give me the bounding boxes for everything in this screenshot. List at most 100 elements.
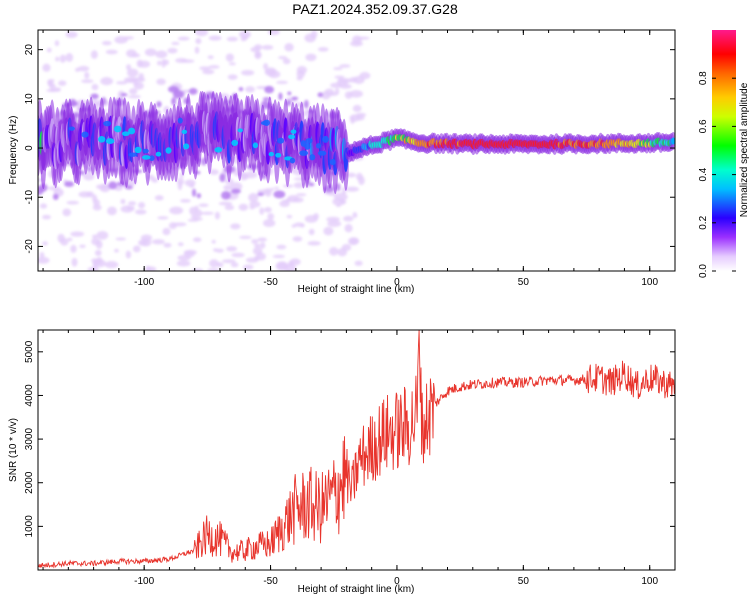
heatmap-noise-blob [77,65,90,72]
heatmap-noise-blob [226,36,239,42]
ridge-hotspot [315,143,322,149]
heatmap-noise-blob [155,50,168,59]
heatmap-noise-blob [126,64,132,71]
heatmap-noise-blob [127,201,137,206]
heatmap-noise-blob [225,53,234,62]
heatmap-noise-blob [92,259,106,268]
ridge-hotspot [105,138,115,145]
heatmap-noise-blob [260,188,271,195]
ridge-hotspot [231,139,239,146]
ridge-hotspot [322,135,329,143]
ridge-hotspot [300,140,307,147]
heatmap-noise-blob [230,188,241,194]
top-x-axis-label: Height of straight line (km) [298,284,415,295]
heatmap-noise-blob [240,37,247,42]
heatmap-noise-blob [278,56,288,60]
heatmap-blobs [38,30,675,271]
ridge-hotspot [309,154,316,161]
heatmap-noise-blob [47,186,61,191]
top-x-tick-label: -100 [134,277,154,288]
heatmap-noise-blob [167,47,178,54]
top-x-tick-label: 100 [641,277,658,288]
heatmap-noise-blob [195,37,202,45]
heatmap-noise-blob [251,239,259,244]
heatmap-noise-blob [81,79,94,84]
heatmap-noise-blob [177,242,184,247]
heatmap-noise-blob [180,59,195,63]
heatmap-noise-blob [345,186,359,192]
heatmap-noise-blob [138,73,145,81]
bottom-y-tick-label: 4000 [24,384,35,407]
heatmap-noise-blob [138,201,146,209]
heatmap-noise-blob [145,265,151,271]
heatmap-noise-blob [55,56,60,62]
heatmap-noise-blob [65,31,78,38]
heatmap-noise-blob [125,250,132,259]
bottom-y-tick-label: 1000 [24,515,35,538]
heatmap-noise-blob [215,248,224,253]
colorbar-tick-label: 0.2 [698,215,709,229]
bottom-plot-frame [37,329,676,571]
heatmap-noise-blob [252,246,263,256]
ridge-hotspot [183,143,190,150]
heatmap-noise-blob [249,200,261,208]
heatmap-noise-blob [156,78,166,85]
ridge-hotspot [268,151,275,157]
top-y-tick-label: 20 [24,44,35,56]
heatmap-noise-blob [343,79,348,87]
ridge-hotspot [277,137,285,144]
heatmap-noise-blob [200,211,214,215]
heatmap-noise-blob [274,186,280,190]
ridge-hotspot [261,121,269,126]
heatmap-noise-blob [276,80,288,85]
heatmap-noise-blob [259,242,266,249]
top-y-tick-label: 0 [24,145,35,151]
heatmap-noise-blob [349,90,363,98]
heatmap-noise-blob [218,201,233,206]
heatmap-noise-blob [293,182,305,189]
heatmap-noise-blob [120,93,128,97]
heatmap-noise-blob [208,35,222,41]
heatmap-noise-blob [250,46,261,53]
heatmap-noise-blob [140,234,153,242]
heatmap-noise-blob [157,216,169,220]
heatmap-noise-blob [211,239,216,244]
heatmap-noise-blob [207,55,214,60]
ridge-hotspot [121,131,130,137]
heatmap-noise-blob [327,220,342,227]
heatmap-noise-blob [346,172,356,178]
heatmap-noise-blob [78,191,92,198]
bottom-y-tick-label: 3000 [24,428,35,451]
heatmap-noise-blob [156,101,162,108]
heatmap-noise-blob [169,206,184,215]
heatmap-noise-blob [196,193,202,199]
heatmap-noise-blob [107,206,117,216]
heatmap-noise-blob [284,43,294,52]
heatmap-noise-blob [65,53,74,62]
ridge-hotspot [113,125,122,133]
heatmap-noise-blob [304,33,316,43]
ridge-hotspot [81,131,89,138]
heatmap-noise-blob [253,243,261,248]
heatmap-noise-blob [39,203,48,209]
ridge-core [671,137,675,145]
heatmap-noise-blob [289,258,301,266]
bottom-x-tick-label: 100 [641,576,658,587]
heatmap-noise-blob [291,224,296,228]
heatmap-noise-blob [183,250,195,258]
heatmap-noise-blob [55,87,62,92]
ridge-hotspot [128,152,138,157]
heatmap-noise-blob [126,79,138,83]
heatmap-noise-blob [333,192,348,201]
heatmap-noise-blob [46,47,52,53]
heatmap-noise-blob [128,88,138,95]
heatmap-noise-blob [42,63,51,72]
heatmap-noise-blob [191,188,197,197]
ridge-hotspot [165,147,172,154]
heatmap-noise-blob [163,242,172,248]
heatmap-noise-blob [296,66,308,75]
heatmap-noise-blob [127,68,139,78]
colorbar-gradient [712,30,736,271]
